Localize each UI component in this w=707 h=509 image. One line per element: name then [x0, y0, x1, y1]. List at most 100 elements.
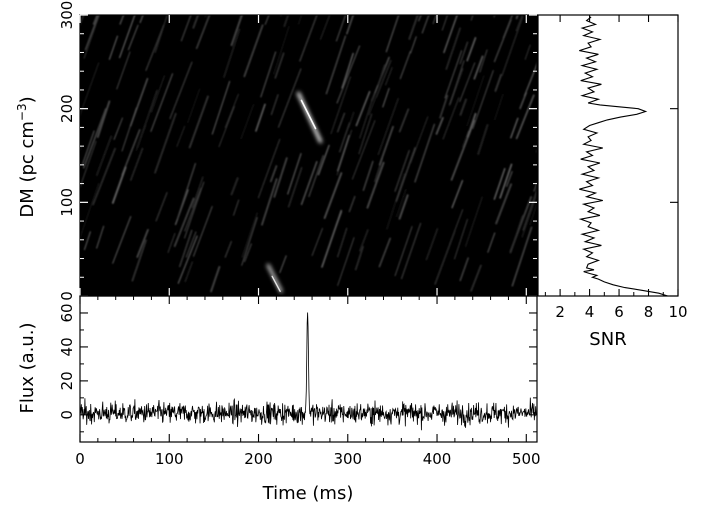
heatmap-streak — [536, 149, 537, 153]
heatmap-streak — [336, 227, 348, 258]
heatmap-streak — [487, 232, 496, 253]
heatmap-streak — [218, 106, 235, 148]
heatmap-streak — [368, 97, 377, 116]
heatmap-streak — [261, 178, 278, 226]
heatmap-streak — [177, 235, 198, 284]
heatmap-streak — [359, 229, 369, 252]
heatmap-streak — [351, 120, 376, 180]
heatmap-streak — [330, 76, 351, 135]
heatmap-streak — [548, 152, 563, 197]
heatmap-streak — [83, 231, 91, 251]
heatmap-streak — [335, 15, 347, 42]
heatmap-streak — [82, 108, 107, 169]
flux-tick-label: 0 — [58, 410, 76, 420]
heatmap-streak — [459, 257, 469, 282]
heatmap-streak — [346, 15, 355, 35]
heatmap-streak — [495, 183, 513, 225]
heatmap-streak — [494, 73, 503, 92]
heatmap-streak — [255, 103, 266, 132]
heatmap-streak — [51, 248, 56, 263]
heatmap-streak — [337, 237, 355, 286]
snr-tick-label: 2 — [555, 303, 565, 321]
heatmap-streak — [336, 45, 361, 104]
heatmap-streak — [270, 94, 279, 116]
heatmap-streak — [396, 188, 407, 218]
heatmap-streak — [385, 67, 393, 86]
flux-series-line — [80, 312, 537, 431]
heatmap-streak — [533, 181, 537, 192]
heatmap-streak — [80, 127, 81, 130]
heatmap-streak — [145, 24, 165, 71]
dm-tick-label: 300 — [58, 1, 76, 30]
heatmap-streak — [338, 122, 351, 153]
heatmap-streak — [470, 264, 482, 292]
flux-frame — [79, 295, 538, 443]
heatmap-streak — [501, 16, 524, 76]
heatmap-streak — [366, 161, 385, 209]
heatmap-streak — [509, 215, 524, 254]
snr-panel: 2 4 6 8 10 SNR — [537, 14, 688, 350]
heatmap-streak — [43, 216, 50, 237]
heatmap-streak — [336, 129, 353, 176]
heatmap-streak — [177, 163, 197, 219]
heatmap-streak — [308, 154, 324, 198]
heatmap-streak — [64, 143, 71, 164]
flux-ticks: 0 20 40 60 0 100 200 300 400 500 — [58, 295, 541, 468]
snr-tick-label: 6 — [614, 303, 624, 321]
heatmap-streak — [441, 15, 448, 31]
heatmap-streak — [283, 15, 290, 28]
snr-series-line — [578, 16, 668, 296]
heatmap-streak — [277, 68, 302, 128]
heatmap-streak — [459, 98, 467, 116]
heatmap-streak — [131, 239, 147, 282]
heatmap-streak — [425, 228, 439, 261]
heatmap-streak — [435, 116, 444, 135]
heatmap-streak — [439, 94, 449, 119]
heatmap-streak — [273, 157, 288, 198]
heatmap-streak — [135, 125, 147, 151]
heatmap-streak — [129, 147, 144, 181]
heatmap-streak — [395, 147, 416, 202]
heatmap-streak — [493, 19, 512, 63]
heatmap-streak — [279, 255, 287, 274]
heatmap-streak — [377, 97, 400, 156]
heatmap-streak — [39, 214, 47, 235]
heatmap-streak — [244, 243, 253, 263]
flux-tick-label: 60 — [58, 303, 76, 322]
snr-tick-label: 4 — [585, 303, 595, 321]
heatmap-streak — [524, 44, 531, 60]
heatmap-streak — [453, 218, 468, 260]
heatmap-streak — [442, 97, 460, 140]
heatmap-streak — [224, 93, 239, 128]
heatmap-streak — [477, 123, 489, 155]
heatmap-bright-feature — [266, 263, 283, 293]
heatmap-streak — [410, 116, 429, 164]
flux-plot-area — [80, 312, 537, 431]
heatmap-streak — [240, 104, 255, 140]
heatmap-streak — [260, 51, 277, 98]
heatmap-streak — [434, 230, 456, 285]
heatmap-streak — [136, 228, 149, 258]
heatmap-streak — [382, 87, 390, 108]
flux-axis-label: Flux (a.u.) — [17, 322, 38, 413]
heatmap-streak — [348, 195, 356, 213]
heatmap-streak — [113, 117, 123, 140]
heatmap-streak — [116, 51, 131, 90]
snr-plot-area — [578, 16, 668, 296]
heatmap-streak — [394, 226, 413, 277]
heatmap-streak — [510, 117, 519, 139]
heatmap-streak — [224, 240, 232, 258]
heatmap-streak — [522, 188, 537, 231]
heatmap-streak — [499, 163, 513, 199]
heatmap-streak — [408, 15, 419, 40]
time-tick-label: 0 — [75, 450, 85, 468]
heatmap-streak — [398, 108, 410, 133]
heatmap-streak — [444, 50, 463, 99]
heatmap-streak — [414, 123, 436, 183]
dm-tick-label: 0 — [58, 291, 76, 301]
heatmap-streak — [287, 153, 302, 195]
dm-tick-label: 200 — [58, 94, 76, 123]
heatmap-streak — [112, 216, 132, 264]
heatmap-streak — [80, 182, 100, 240]
